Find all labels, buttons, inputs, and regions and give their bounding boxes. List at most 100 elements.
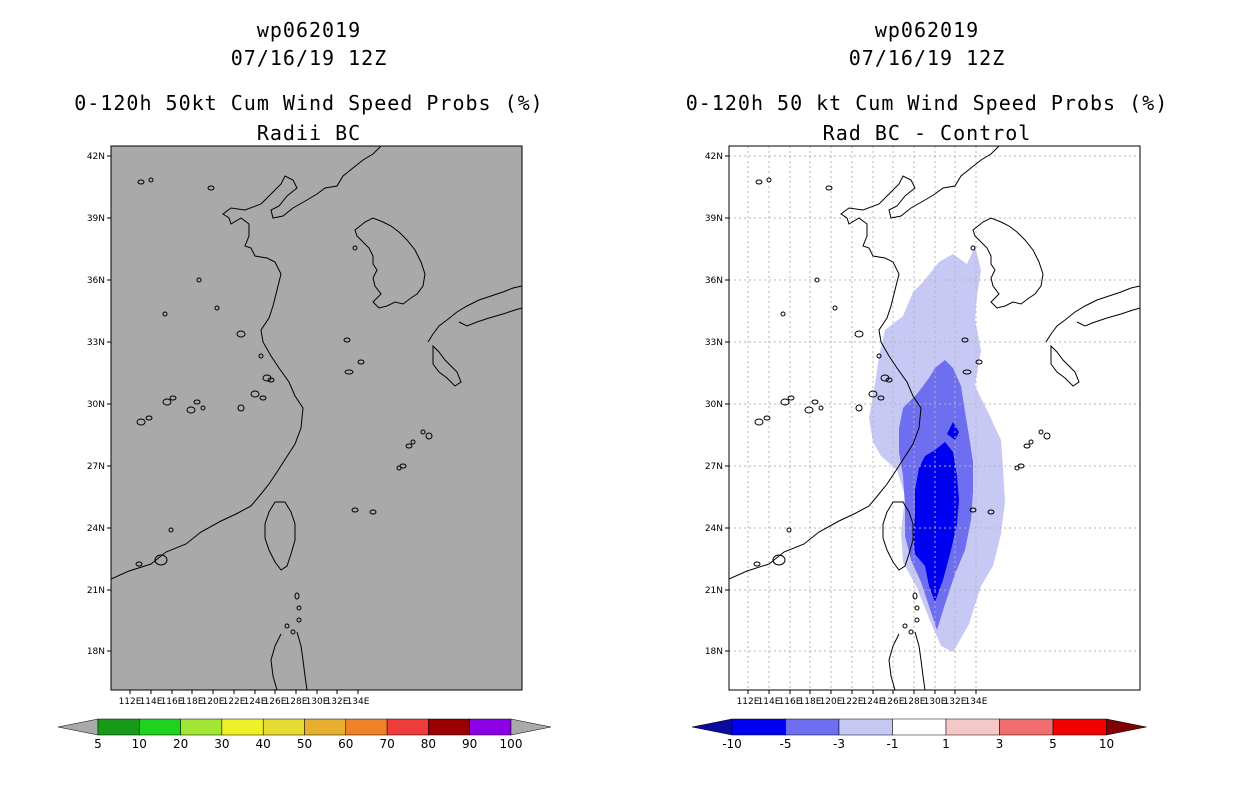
colorbar-segment bbox=[785, 718, 840, 736]
lon-tick-label: 132E bbox=[944, 697, 967, 707]
lat-tick-label: 27N bbox=[87, 462, 105, 472]
colorbar-segment bbox=[345, 718, 388, 736]
island bbox=[885, 377, 893, 383]
island bbox=[425, 432, 433, 440]
colorbar-segment bbox=[731, 718, 786, 736]
date-time: 07/16/19 12Z bbox=[848, 46, 1006, 70]
colorbar-label: 60 bbox=[338, 737, 353, 751]
coastline bbox=[882, 501, 914, 571]
island bbox=[196, 277, 202, 283]
colorbar-label: -10 bbox=[722, 737, 742, 751]
colorbar-end-high bbox=[1106, 718, 1147, 736]
coastline bbox=[458, 307, 522, 327]
island bbox=[250, 390, 260, 398]
island bbox=[236, 330, 246, 338]
lat-tick-label: 42N bbox=[87, 152, 105, 162]
storm-id: wp062019 bbox=[874, 18, 980, 42]
island bbox=[214, 305, 220, 311]
colorbar-segment bbox=[469, 718, 512, 736]
lon-tick-label: 128E bbox=[903, 697, 926, 707]
island bbox=[135, 561, 143, 567]
difference-contour bbox=[913, 442, 959, 602]
colorbar-segment bbox=[386, 718, 429, 736]
island bbox=[908, 629, 914, 635]
lat-tick-label: 24N bbox=[705, 524, 723, 534]
lon-tick-label: 122E bbox=[841, 697, 864, 707]
island bbox=[296, 605, 302, 611]
island bbox=[754, 418, 764, 426]
colorbar-end-low bbox=[57, 718, 99, 736]
product-title: 0-120h 50 kt Cum Wind Speed Probs (%) bbox=[685, 91, 1169, 115]
lat-tick-label: 39N bbox=[87, 214, 105, 224]
lat-tick-label: 39N bbox=[705, 214, 723, 224]
island bbox=[145, 415, 153, 421]
lat-tick-label: 33N bbox=[87, 338, 105, 348]
island bbox=[343, 337, 351, 343]
colorbar-segment bbox=[945, 718, 1000, 736]
island bbox=[868, 390, 878, 398]
coastline bbox=[270, 633, 282, 690]
colorbar-segment bbox=[262, 718, 305, 736]
island bbox=[344, 369, 354, 375]
panel-subtitle: Radii BC bbox=[256, 121, 362, 145]
colorbar-label: 90 bbox=[462, 737, 477, 751]
island bbox=[148, 177, 154, 183]
colorbar-segment bbox=[428, 718, 470, 736]
coastline bbox=[972, 217, 1044, 309]
lon-tick-label: 128E bbox=[285, 697, 308, 707]
colorbar-label: 30 bbox=[214, 737, 229, 751]
colorbar-segment bbox=[221, 718, 264, 736]
lat-tick-label: 42N bbox=[705, 152, 723, 162]
lon-tick-label: 120E bbox=[202, 697, 225, 707]
lon-tick-label: 126E bbox=[882, 697, 905, 707]
map-content bbox=[729, 146, 1140, 690]
colorbar-segment bbox=[180, 718, 223, 736]
island bbox=[763, 415, 771, 421]
lon-tick-label: 112E bbox=[737, 697, 760, 707]
island bbox=[876, 353, 882, 359]
island bbox=[772, 554, 786, 566]
island bbox=[962, 369, 972, 375]
island bbox=[258, 353, 264, 359]
island bbox=[804, 406, 814, 414]
lat-tick-label: 21N bbox=[705, 586, 723, 596]
island bbox=[961, 337, 969, 343]
lon-tick-label: 132E bbox=[326, 697, 349, 707]
island bbox=[296, 617, 302, 623]
island bbox=[914, 605, 920, 611]
island bbox=[207, 185, 215, 191]
lon-tick-label: 116E bbox=[161, 697, 184, 707]
colorbar-end-high bbox=[510, 718, 552, 736]
island bbox=[975, 359, 983, 365]
colorbar-segment bbox=[999, 718, 1054, 736]
lat-tick-label: 36N bbox=[705, 276, 723, 286]
panel-subtitle: Rad BC - Control bbox=[822, 121, 1032, 145]
island bbox=[914, 617, 920, 623]
lat-tick-label: 30N bbox=[705, 400, 723, 410]
island bbox=[1023, 443, 1031, 449]
island bbox=[1028, 439, 1034, 445]
island bbox=[780, 311, 786, 317]
product-title: 0-120h 50kt Cum Wind Speed Probs (%) bbox=[74, 91, 544, 115]
lon-tick-label: 130E bbox=[924, 697, 947, 707]
island bbox=[162, 398, 172, 406]
island bbox=[200, 405, 206, 411]
island bbox=[1043, 432, 1051, 440]
colorbar-label: 10 bbox=[1099, 737, 1114, 751]
map-content bbox=[111, 146, 522, 690]
island bbox=[766, 177, 772, 183]
coastline bbox=[354, 217, 426, 309]
map-svg: 42N39N36N33N30N27N24N21N18N112E114E116E1… bbox=[691, 145, 1147, 751]
island bbox=[237, 404, 245, 412]
lon-tick-label: 118E bbox=[181, 697, 204, 707]
island bbox=[351, 507, 359, 513]
lat-tick-label: 21N bbox=[87, 586, 105, 596]
colorbar-label: 1 bbox=[942, 737, 950, 751]
island bbox=[912, 592, 918, 600]
island bbox=[420, 429, 426, 435]
colorbar-segment bbox=[97, 718, 140, 736]
colorbar-label: 3 bbox=[996, 737, 1004, 751]
lat-tick-label: 18N bbox=[87, 647, 105, 657]
lon-tick-label: 134E bbox=[347, 697, 370, 707]
island bbox=[396, 465, 402, 471]
